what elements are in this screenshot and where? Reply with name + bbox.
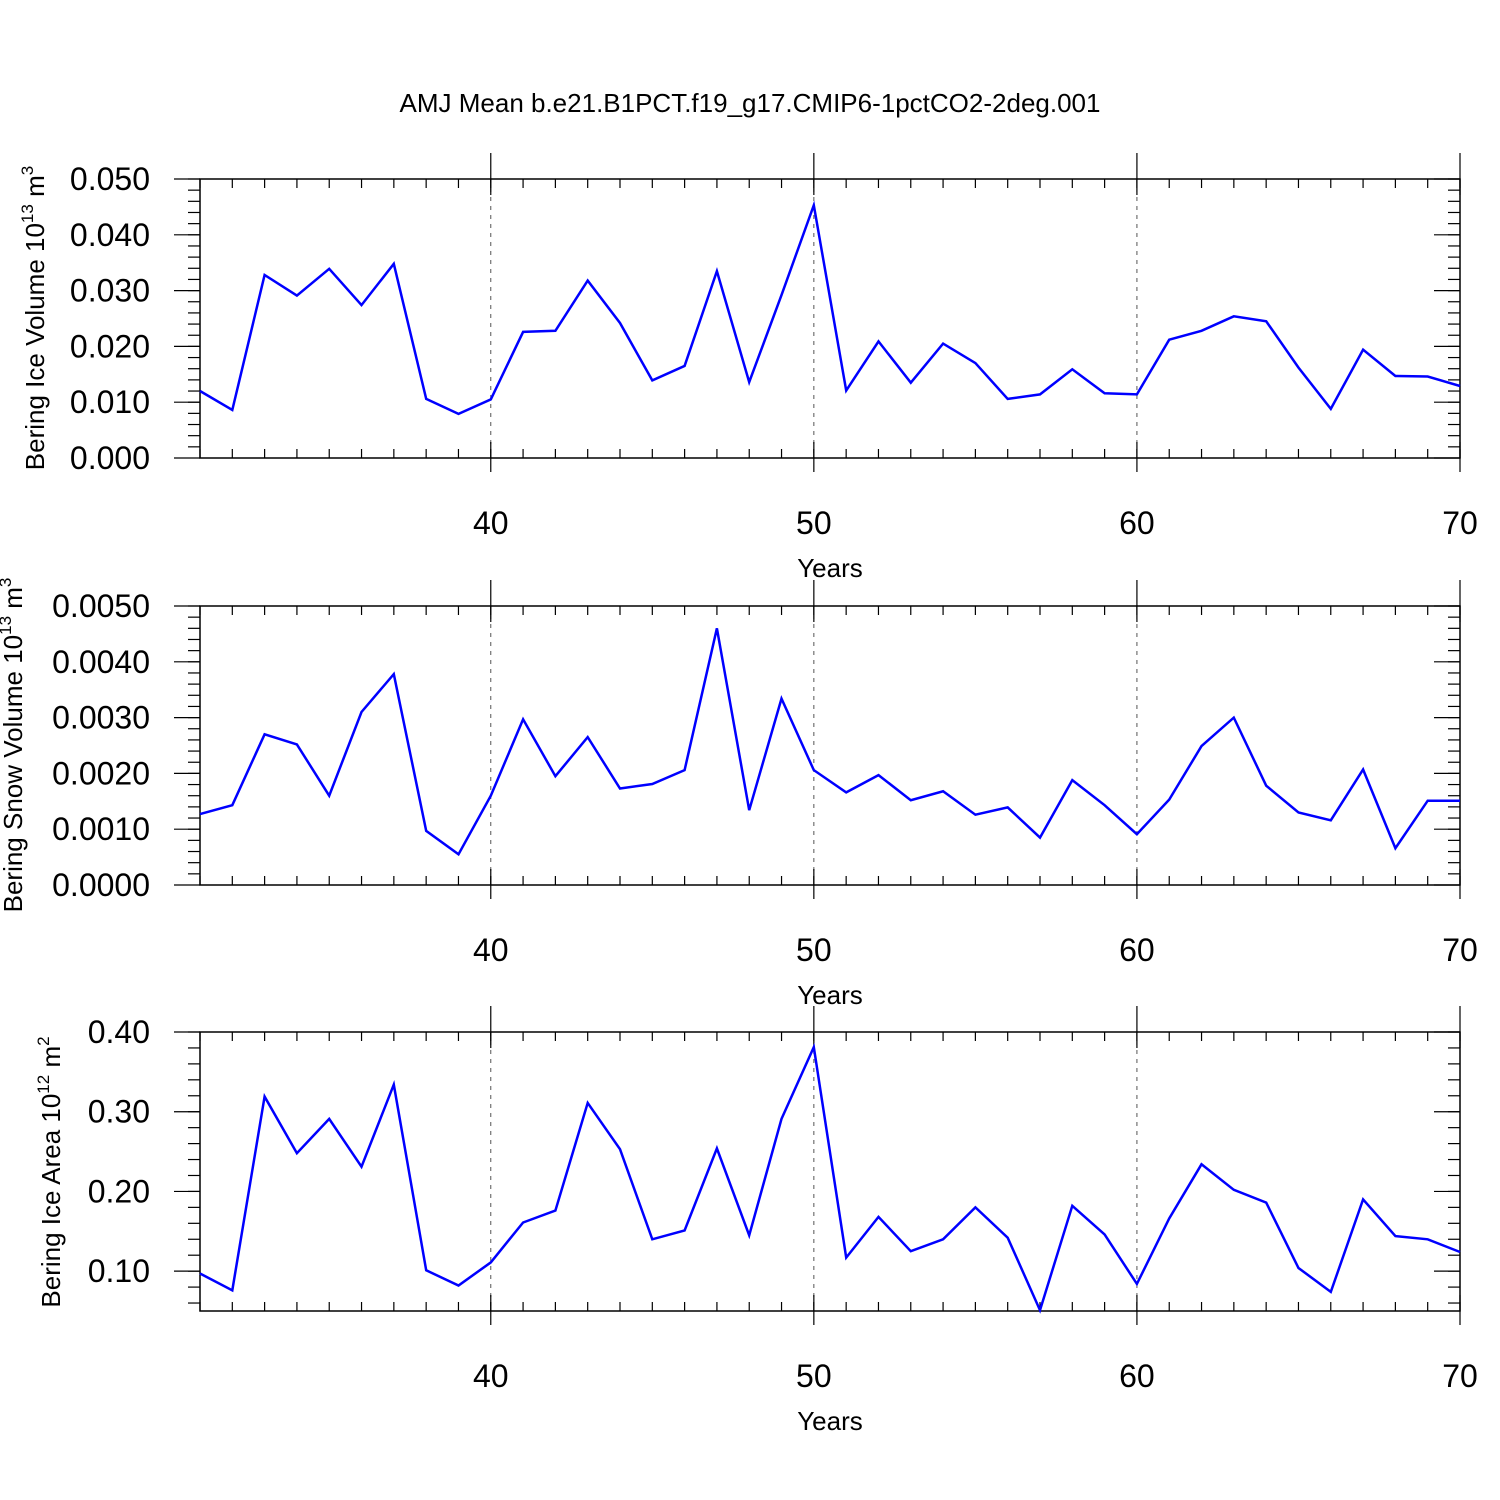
snow-volume-panel: Bering Snow Volume 1013 m3 Years 40 50 60 7… xyxy=(0,578,1478,1010)
snow-volume-y-tick-label: 0.0020 xyxy=(52,755,150,791)
ice-area-x-tick-label: 40 xyxy=(473,1358,509,1394)
ice-area-x-tick-label: 70 xyxy=(1442,1358,1478,1394)
ice-volume-y-tick-label: 0.000 xyxy=(70,440,150,476)
ice-volume-y-tick-label: 0.020 xyxy=(70,328,150,364)
ice-area-panel: Bering Ice Area 1012 m2 Years 40 50 60 70 0.… xyxy=(34,1006,1478,1436)
ice-area-x-tick-label: 60 xyxy=(1119,1358,1155,1394)
snow-volume-x-tick-label: 60 xyxy=(1119,932,1155,968)
ice-area-y-tick-label: 0.30 xyxy=(88,1094,150,1130)
ice-volume-plot-frame xyxy=(199,178,1461,459)
ice-volume-xlabel: Years xyxy=(797,553,863,583)
snow-volume-xlabel: Years xyxy=(797,980,863,1010)
ice-volume-x-tick-label: 50 xyxy=(796,505,832,541)
ice-area-y-tick-label: 0.10 xyxy=(88,1253,150,1289)
ice-volume-ylabel: Bering Ice Volume 1013 m3 xyxy=(18,166,50,470)
ice-volume-y-tick-label: 0.010 xyxy=(70,384,150,420)
snow-volume-y-tick-label: 0.0010 xyxy=(52,811,150,847)
snow-volume-x-tick-label: 40 xyxy=(473,932,509,968)
ice-volume-x-tick-label: 60 xyxy=(1119,505,1155,541)
ice-area-series-line xyxy=(199,1042,1461,1314)
snow-volume-y-tick-label: 0.0000 xyxy=(52,867,150,903)
snow-volume-ylabel: Bering Snow Volume 1013 m3 xyxy=(0,578,28,913)
ice-area-ylabel: Bering Ice Area 1012 m2 xyxy=(34,1036,66,1307)
snow-volume-y-tick-label: 0.0040 xyxy=(52,644,150,680)
ice-volume-panel: Bering Ice Volume 1013 m3 Years 40 50 60 70… xyxy=(18,153,1478,583)
ice-volume-x-tick-label: 40 xyxy=(473,505,509,541)
snow-volume-y-tick-label: 0.0050 xyxy=(52,588,150,624)
snow-volume-plot-frame xyxy=(199,605,1461,886)
ice-area-plot-frame xyxy=(199,1031,1461,1312)
figure-title: AMJ Mean b.e21.B1PCT.f19_g17.CMIP6-1pctC… xyxy=(400,88,1101,118)
ice-volume-y-tick-label: 0.050 xyxy=(70,161,150,197)
ice-volume-x-tick-label: 70 xyxy=(1442,505,1478,541)
ice-area-y-tick-label: 0.20 xyxy=(88,1173,150,1209)
ice-volume-series-line xyxy=(199,200,1461,416)
snow-volume-y-tick-label: 0.0030 xyxy=(52,700,150,736)
snow-volume-series-line xyxy=(199,628,1460,857)
ice-area-x-tick-label: 50 xyxy=(796,1358,832,1394)
ice-volume-y-tick-label: 0.040 xyxy=(70,217,150,253)
ice-area-xlabel: Years xyxy=(797,1406,863,1436)
ice-volume-y-tick-label: 0.030 xyxy=(70,273,150,309)
ice-area-y-tick-label: 0.40 xyxy=(88,1014,150,1050)
snow-volume-x-tick-label: 50 xyxy=(796,932,832,968)
snow-volume-x-tick-label: 70 xyxy=(1442,932,1478,968)
